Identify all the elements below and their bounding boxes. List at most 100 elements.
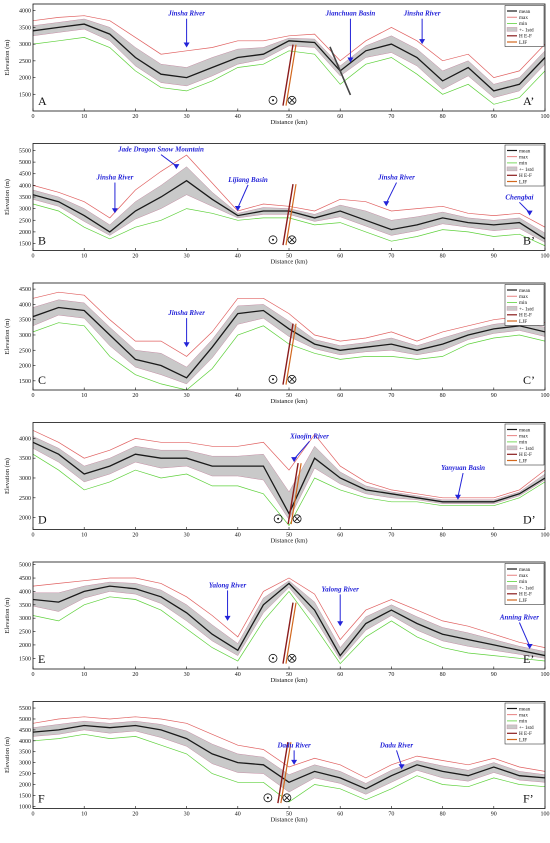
- y-tick-label: 1500: [19, 656, 31, 662]
- x-axis-label: Distance (km): [270, 398, 307, 405]
- y-tick-label: 4000: [19, 302, 31, 308]
- y-tick-label: 2500: [19, 772, 31, 778]
- legend-entry: mean: [519, 567, 531, 573]
- annotation-arrow: [518, 622, 531, 647]
- y-tick-label: 3000: [19, 42, 31, 48]
- x-tick-label: 50: [286, 672, 292, 678]
- x-axis-label: Distance (km): [270, 259, 307, 266]
- legend-entry: min: [519, 440, 527, 446]
- x-tick-label: 10: [81, 672, 87, 678]
- x-tick-label: 60: [337, 114, 343, 120]
- x-tick-label: 60: [337, 393, 343, 399]
- x-tick-label: 60: [337, 533, 343, 539]
- legend-entry: +- 1std: [519, 585, 534, 591]
- annotation-arrow: [396, 750, 403, 767]
- x-axis-label: Distance (km): [270, 677, 307, 684]
- annotation-arrow-head: [526, 643, 533, 649]
- legend-entry: max: [519, 434, 528, 440]
- y-tick-label: 2000: [19, 230, 31, 236]
- fault-ljf-line: [285, 44, 297, 106]
- annotation-arrow-head: [183, 342, 190, 348]
- x-tick-label: 0: [32, 254, 35, 260]
- y-tick-label: 5500: [19, 148, 31, 154]
- x-tick-label: 80: [440, 812, 446, 818]
- panel-end-label: E’: [523, 652, 534, 666]
- y-tick-label: 3000: [19, 616, 31, 622]
- x-tick-label: 100: [541, 393, 550, 399]
- x-tick-label: 0: [32, 672, 35, 678]
- legend-box: [504, 5, 545, 47]
- into-page-cross-b: [289, 237, 295, 243]
- legend-swatch-band: [506, 724, 518, 730]
- annotation-arrow-head: [526, 210, 533, 216]
- y-tick-label: 3500: [19, 195, 31, 201]
- out-of-page-dot: [272, 378, 274, 381]
- legend-entry: +- 1std: [519, 306, 534, 312]
- annotation-arrow-head: [383, 201, 390, 207]
- series-mean-line: [33, 23, 545, 92]
- y-tick-label: 4000: [19, 739, 31, 745]
- legend-entry: mean: [519, 288, 531, 294]
- y-tick-label: 2500: [19, 218, 31, 224]
- x-axis-label: Distance (km): [270, 538, 307, 545]
- x-tick-label: 30: [184, 812, 190, 818]
- series-min-line: [33, 590, 545, 665]
- series-mean-line: [33, 306, 545, 379]
- fault-hef-line: [277, 742, 289, 804]
- x-tick-label: 0: [32, 114, 35, 120]
- series-max-line: [33, 291, 545, 357]
- panel-E: 0 10 20 30 40 50 60 70 80 90 100 1500 2000 2500 3000 35…: [4, 561, 550, 684]
- y-tick-label: 5000: [19, 717, 31, 723]
- legend-swatch-band: [506, 27, 518, 32]
- y-tick-label: 2000: [19, 782, 31, 788]
- x-tick-label: 80: [440, 672, 446, 678]
- y-tick-label: 3500: [19, 25, 31, 31]
- fault-ljf-line: [285, 184, 297, 246]
- panel-F: 0 10 20 30 40 50 60 70 80 90 100 1000 1500 2000 2500 30…: [4, 701, 550, 824]
- y-tick-label: 4000: [19, 9, 31, 15]
- legend-entry: max: [519, 155, 528, 161]
- into-page-cross-b: [284, 795, 290, 801]
- panel-end-label: D’: [523, 513, 536, 527]
- x-axis-label: Distance (km): [270, 119, 307, 126]
- x-tick-label: 70: [388, 672, 394, 678]
- plot-area: [33, 15, 545, 106]
- x-tick-label: 30: [184, 672, 190, 678]
- x-tick-label: 70: [388, 812, 394, 818]
- x-tick-label: 90: [491, 254, 497, 260]
- annotation-arrow: [237, 184, 249, 209]
- y-tick-label: 4500: [19, 576, 31, 582]
- x-tick-label: 40: [235, 393, 241, 399]
- x-tick-label: 50: [286, 393, 292, 399]
- annotation-arrow-head: [291, 457, 298, 463]
- out-of-page-dot: [277, 517, 280, 520]
- x-tick-label: 80: [440, 393, 446, 399]
- legend-box: [504, 284, 545, 326]
- into-page-cross-b: [294, 516, 300, 522]
- legend-entry: +- 1std: [519, 27, 534, 33]
- annotation-label: Dadu River: [379, 741, 414, 749]
- legend-entry: LJF: [519, 40, 527, 46]
- series-min-line: [33, 203, 545, 247]
- x-tick-label: 40: [235, 672, 241, 678]
- legend-box: [504, 423, 545, 466]
- x-tick-label: 60: [337, 812, 343, 818]
- legend-swatch-band: [506, 306, 518, 311]
- legend-entry: +- 1std: [519, 446, 534, 452]
- panel-start-label: E: [38, 652, 45, 666]
- y-tick-label: 2500: [19, 59, 31, 65]
- x-tick-label: 30: [184, 254, 190, 260]
- legend-entry: LJF: [519, 179, 527, 185]
- x-tick-label: 10: [81, 533, 87, 539]
- legend-entry: min: [519, 300, 527, 306]
- annotation-arrow-head: [454, 494, 461, 500]
- out-of-page-dot: [272, 657, 274, 660]
- legend-entry: H E-F: [519, 34, 532, 40]
- x-tick-label: 70: [388, 114, 394, 120]
- y-axis-label: Elevation (m): [4, 179, 11, 215]
- panel-A: 0 10 20 30 40 50 60 70 80 90 100 1500 2000 2500 3000 35…: [4, 3, 550, 126]
- x-tick-label: 40: [235, 812, 241, 818]
